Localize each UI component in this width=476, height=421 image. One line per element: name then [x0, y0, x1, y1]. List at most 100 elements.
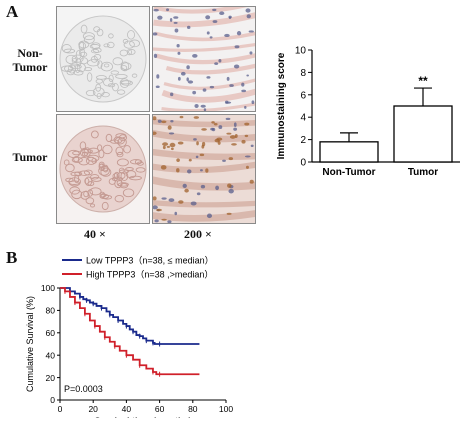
nucleus [196, 141, 199, 146]
x-tick-label: 40 [122, 404, 132, 414]
nucleus [202, 88, 207, 92]
nucleus [213, 123, 218, 126]
tissue-texture [78, 157, 90, 166]
nucleus [168, 198, 175, 202]
tissue-texture [123, 40, 135, 49]
nucleus [174, 28, 179, 33]
stroma-strand [163, 78, 255, 90]
tissue-texture [82, 32, 95, 41]
nucleus [196, 192, 201, 196]
row-label-non-tumor: Non- Tumor [12, 46, 48, 74]
tissue-texture [63, 48, 76, 54]
nucleus [170, 147, 174, 151]
nucleus [154, 219, 159, 223]
tissue-texture [116, 151, 124, 158]
tissue-texture [78, 170, 90, 176]
tissue-texture [97, 60, 103, 69]
tissue-texture [84, 67, 93, 72]
nucleus [192, 90, 197, 95]
nucleus [169, 17, 173, 22]
nucleus [157, 15, 163, 20]
nucleus [161, 120, 167, 124]
nucleus [176, 158, 180, 163]
tissue-texture [100, 193, 107, 198]
nucleus [233, 127, 238, 131]
nucleus [167, 220, 172, 223]
nucleus [206, 213, 213, 219]
tissue-texture [123, 145, 131, 154]
tissue-texture [106, 41, 115, 49]
tissue-texture [83, 35, 95, 44]
tissue-texture [115, 146, 124, 156]
tumor-gland [153, 161, 255, 174]
stroma-strand [165, 63, 255, 75]
y-tick-label: 80 [46, 306, 56, 316]
nucleus [206, 76, 211, 79]
nucleus [246, 14, 251, 19]
nucleus [225, 101, 232, 104]
tissue-texture [71, 189, 83, 200]
nucleus [217, 141, 221, 145]
survival-curve-chart: Low TPPP3（n=38, ≤ median） High TPPP3（n=38… [25, 256, 233, 419]
tissue-texture [80, 190, 90, 200]
tissue-texture [69, 64, 82, 69]
tissue-texture [125, 170, 137, 179]
tissue-texture [110, 70, 120, 75]
nucleus [233, 122, 237, 127]
tissue-texture [90, 174, 100, 180]
y-axis-label: Immunostaining score [276, 52, 287, 159]
nucleus [218, 59, 222, 63]
nucleus [169, 142, 176, 148]
tumor-zoom-image [153, 115, 255, 223]
tissue-texture [95, 83, 102, 92]
non-tumor-core-image [59, 15, 147, 103]
nucleus [241, 89, 247, 93]
nucleus [228, 16, 232, 20]
y-tick-label: 40 [46, 350, 56, 360]
nucleus [244, 105, 247, 109]
nucleus [226, 212, 232, 215]
tissue-texture [96, 92, 102, 99]
stroma-strand [153, 7, 248, 14]
tissue-texture [65, 163, 75, 173]
micrograph-non-tumor-40x [56, 6, 150, 112]
y-tick-label: 4 [300, 113, 306, 124]
tissue-texture [80, 24, 88, 34]
tissue-texture [75, 50, 82, 60]
panel-a-label: A [6, 2, 19, 21]
nucleus [224, 33, 230, 38]
tissue-texture [90, 203, 96, 208]
panel-b-label: B [6, 248, 18, 267]
tissue-texture [100, 167, 112, 177]
micrograph-non-tumor-200x [152, 6, 256, 112]
tissue-texture [107, 83, 116, 88]
tissue-texture [105, 133, 113, 143]
tissue-texture [101, 92, 110, 98]
micrograph-tumor-40x [56, 114, 150, 224]
nucleus [166, 145, 171, 148]
nucleus [170, 119, 174, 123]
nucleus [167, 125, 172, 130]
y-tick-label: 8 [300, 68, 306, 79]
nucleus [178, 200, 184, 204]
tissue-texture [92, 87, 105, 97]
tissue-texture [136, 161, 144, 166]
nucleus [173, 21, 178, 24]
nucleus [160, 165, 167, 170]
nucleus [244, 122, 250, 126]
tissue-texture [116, 158, 129, 167]
nucleus [218, 125, 223, 130]
tissue-texture [81, 148, 93, 154]
tissue-texture [114, 178, 123, 189]
nucleus [250, 144, 254, 148]
p-value-annotation: P=0.0003 [64, 384, 103, 394]
nucleus [210, 127, 215, 131]
nucleus [209, 85, 215, 89]
tissue-texture [117, 182, 129, 187]
nucleus [186, 169, 192, 174]
nucleus [194, 103, 199, 109]
nucleus [193, 116, 200, 119]
tissue-texture [69, 186, 81, 195]
tissue-texture [116, 89, 126, 95]
tissue-texture [68, 180, 80, 185]
